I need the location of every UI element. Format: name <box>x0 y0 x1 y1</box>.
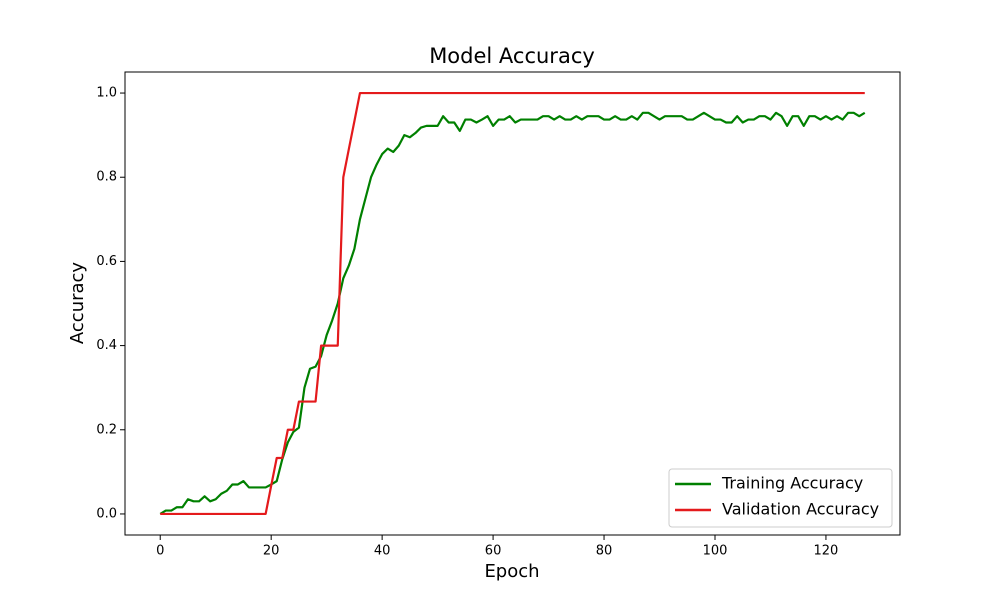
data-line <box>160 91 865 516</box>
legend-box <box>668 468 893 528</box>
y-tick-label: 0.0 <box>96 506 117 521</box>
x-tick-label: 40 <box>374 544 391 559</box>
chart-title: Model Accuracy <box>429 44 595 68</box>
x-tick-label: 80 <box>596 544 613 559</box>
x-tick-label: 60 <box>485 544 502 559</box>
y-tick-label: 1.0 <box>96 86 117 101</box>
x-tick-label: 20 <box>263 544 280 559</box>
data-line <box>159 111 866 515</box>
plot-frame <box>124 71 901 536</box>
y-tick-label: 0.6 <box>96 254 117 269</box>
y-tick-label: 0.8 <box>96 170 117 185</box>
x-tick-label: 100 <box>703 544 728 559</box>
y-tick-label: 0.4 <box>96 338 117 353</box>
y-tick-label: 0.2 <box>96 422 117 437</box>
x-tick-label: 0 <box>156 544 164 559</box>
y-axis-label: Accuracy <box>67 262 88 345</box>
legend-label: Validation Accuracy <box>722 500 879 519</box>
x-tick-label: 120 <box>814 544 839 559</box>
x-axis-label: Epoch <box>484 561 539 582</box>
legend-label: Training Accuracy <box>721 474 863 493</box>
